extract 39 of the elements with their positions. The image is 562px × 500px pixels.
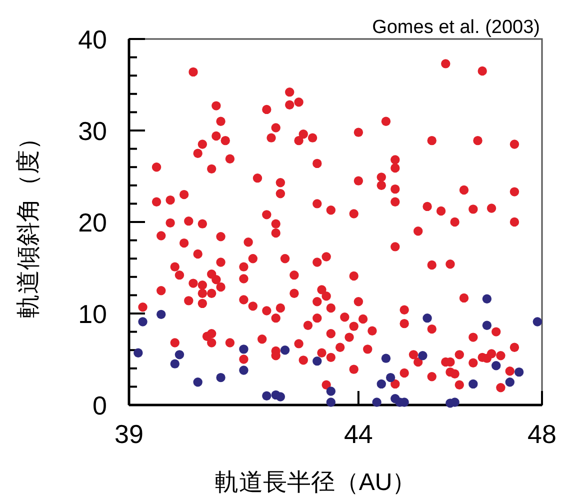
x-tick-label: 44 xyxy=(344,419,373,449)
y-tick-label: 30 xyxy=(78,116,107,146)
point xyxy=(239,366,248,375)
point xyxy=(276,392,286,402)
point xyxy=(156,310,166,320)
point xyxy=(514,367,524,377)
point xyxy=(492,361,501,370)
point xyxy=(372,398,382,407)
point xyxy=(386,372,396,382)
y-tick-label: 0 xyxy=(92,390,107,420)
y-tick-label: 20 xyxy=(78,207,107,238)
y-axis-title: 軌道傾斜角（度） xyxy=(15,126,42,318)
point xyxy=(532,317,542,326)
point xyxy=(138,317,148,326)
point xyxy=(134,348,143,358)
point xyxy=(326,386,336,396)
point xyxy=(216,372,226,382)
point xyxy=(326,398,336,407)
point xyxy=(422,313,432,323)
x-axis-title: 軌道長半径（AU） xyxy=(214,469,416,496)
point xyxy=(239,344,248,354)
point xyxy=(418,351,428,360)
point xyxy=(381,354,391,363)
y-tick-label: 10 xyxy=(78,298,107,329)
point xyxy=(482,294,492,304)
point xyxy=(376,379,386,389)
point xyxy=(174,350,184,360)
point xyxy=(468,379,478,389)
point xyxy=(482,320,492,330)
point xyxy=(170,359,180,368)
y-tick-label: 40 xyxy=(78,24,107,54)
point xyxy=(280,346,290,355)
x-tick-label: 39 xyxy=(114,419,144,449)
point xyxy=(262,391,272,400)
point xyxy=(193,378,202,387)
text: Gomes et al. (2003) xyxy=(372,17,540,38)
x-tick-label: 48 xyxy=(528,419,556,449)
point xyxy=(505,378,514,387)
point xyxy=(312,356,322,366)
